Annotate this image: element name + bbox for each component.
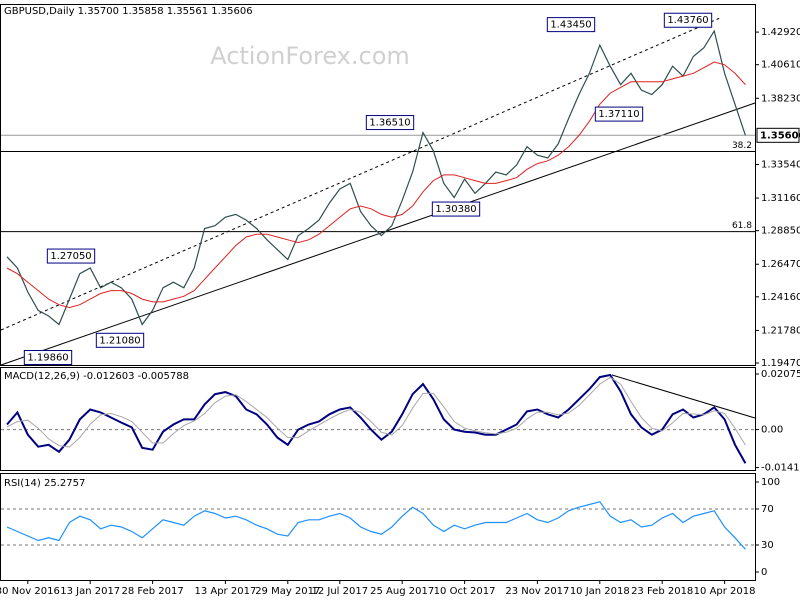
price-panel-frame [0, 4, 756, 366]
series-line [6, 29, 746, 326]
annotation-label: 1.30380 [435, 204, 476, 215]
x-tick-label: 13 Apr 2017 [194, 586, 256, 597]
x-tick-label: 23 Feb 2018 [631, 586, 693, 597]
x-tick-label: 13 Jan 2017 [60, 586, 120, 597]
y-tick-label: -0.014192 [761, 463, 800, 474]
annotation-box [23, 350, 73, 366]
annotation-box [365, 115, 415, 131]
current-price-box [756, 127, 800, 143]
macd-panel-frame [0, 367, 756, 471]
y-tick-label: 1.24160 [761, 292, 800, 303]
macd-trendline [611, 374, 756, 419]
series-line [6, 373, 747, 464]
price-title: GBPUSD,Daily 1.35700 1.35858 1.35561 1.3… [4, 6, 253, 17]
x-tick-label: 10 Jan 2018 [570, 586, 630, 597]
annotation-box [431, 201, 481, 217]
y-tick-label: 1.21780 [761, 325, 800, 336]
x-tick-label: 28 Feb 2017 [121, 586, 183, 597]
y-tick-label: 0 [761, 567, 767, 578]
x-tick-label: 30 Nov 2016 [0, 586, 60, 597]
x-tick-label: 12 Jul 2017 [311, 586, 368, 597]
annotation-label: 1.37110 [598, 109, 639, 120]
x-tick-label: 10 Oct 2017 [434, 586, 496, 597]
annotation-label: 1.21080 [99, 335, 140, 346]
y-tick-label: 70 [761, 504, 774, 515]
annotation-label: 1.43760 [667, 15, 708, 26]
annotation-box [95, 332, 145, 348]
x-tick-label: 29 May 2017 [255, 586, 320, 597]
y-tick-label: 1.42920 [761, 27, 800, 38]
y-tick-label: 1.31160 [761, 193, 800, 204]
y-tick-label: 30 [761, 540, 774, 551]
x-tick-label: 10 Apr 2018 [694, 586, 756, 597]
annotation-box [663, 12, 713, 28]
rsi-title: RSI(14) 25.2757 [4, 478, 85, 489]
x-tick-label: 25 Aug 2017 [370, 586, 434, 597]
y-tick-label: 1.19470 [761, 358, 800, 369]
channel-trendline [0, 17, 721, 331]
annotation-label: 1.19860 [27, 353, 68, 364]
support-trendline [0, 102, 756, 366]
y-tick-label: 1.26470 [761, 259, 800, 270]
y-tick-label: 1.28850 [761, 226, 800, 237]
watermark: ActionForex.com [210, 42, 410, 70]
y-tick-label: 1.40610 [761, 60, 800, 71]
annotation-label: 1.27050 [50, 251, 91, 262]
annotation-box [546, 17, 596, 33]
macd-title: MACD(12,26,9) -0.012603 -0.005788 [4, 371, 189, 382]
current-price-label: 1.35606 [760, 130, 800, 141]
y-tick-label: 100 [761, 477, 780, 488]
annotation-label: 1.43450 [550, 20, 591, 31]
annotation-box [46, 248, 96, 264]
series-line [6, 61, 746, 309]
x-tick-label: 23 Nov 2017 [505, 586, 569, 597]
series-line [6, 376, 746, 448]
y-tick-label: 1.38230 [761, 93, 800, 104]
rsi-panel-frame [0, 473, 756, 581]
y-tick-label: 0.00 [761, 425, 783, 436]
fib-label: 38.2 [732, 141, 752, 151]
y-tick-label: 0.020757 [761, 369, 800, 380]
y-tick-label: 1.33540 [761, 159, 800, 170]
fib-label: 61.8 [732, 221, 752, 231]
annotation-label: 1.36510 [369, 118, 410, 129]
annotation-box [594, 106, 644, 122]
series-line [6, 501, 746, 550]
